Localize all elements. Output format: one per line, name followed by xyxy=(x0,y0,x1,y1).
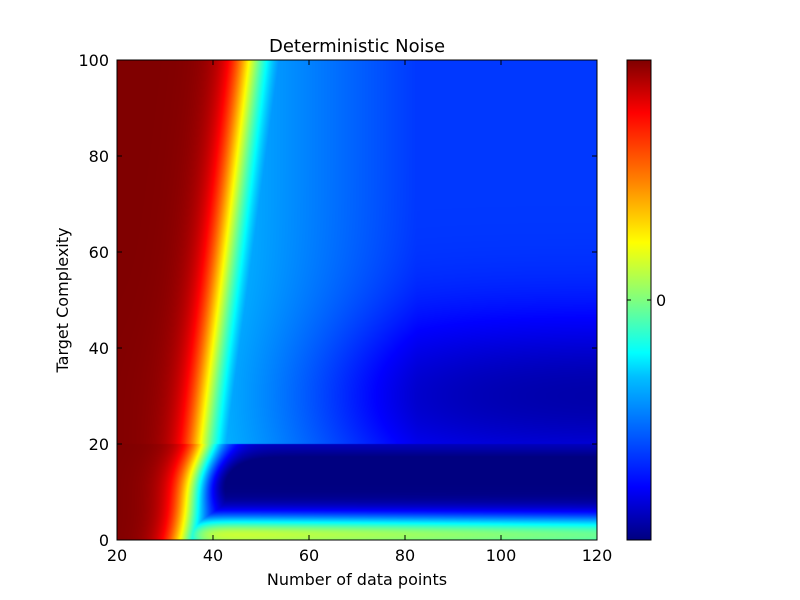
y-axis-label: Target Complexity xyxy=(53,228,72,374)
colorbar-tick-label: 0 xyxy=(656,291,666,310)
y-tick-label: 60 xyxy=(89,243,109,262)
y-tick-label: 20 xyxy=(89,435,109,454)
chart-title: Deterministic Noise xyxy=(269,36,445,57)
heatmap-container xyxy=(117,60,597,540)
x-tick-label: 40 xyxy=(203,546,223,565)
x-tick-label: 100 xyxy=(486,546,517,565)
heatmap-image xyxy=(117,60,597,540)
y-tick-label: 40 xyxy=(89,339,109,358)
x-axis-ticks: 20 40 60 80 100 120 xyxy=(107,60,612,565)
x-tick-label: 20 xyxy=(107,546,127,565)
x-tick-label: 120 xyxy=(582,546,613,565)
y-axis-ticks: 0 20 40 60 80 100 xyxy=(78,51,597,550)
plot-frame xyxy=(116,59,598,541)
x-axis-label: Number of data points xyxy=(267,570,447,589)
y-tick-label: 0 xyxy=(99,531,109,550)
x-tick-label: 60 xyxy=(299,546,319,565)
x-tick-label: 80 xyxy=(395,546,415,565)
y-tick-label: 80 xyxy=(89,147,109,166)
y-tick-label: 100 xyxy=(78,51,109,70)
